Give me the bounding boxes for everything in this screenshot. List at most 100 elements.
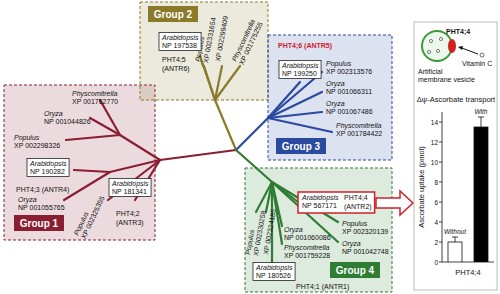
y-tick-label: 12	[431, 139, 439, 146]
group-region	[140, 2, 268, 100]
gene: (ANTR3)	[116, 219, 144, 227]
y-tick-label: 14	[431, 119, 439, 126]
arrow-head	[458, 46, 463, 50]
leaf: ArabidopsisNP 181341PHT4;2(ANTR3)	[109, 179, 151, 228]
branch	[256, 182, 272, 212]
leaf-text: XP 002324185	[262, 208, 277, 255]
leaf: OryzaNP 001067486	[326, 100, 373, 115]
group-region	[245, 168, 392, 292]
y-tick	[439, 122, 442, 123]
bars	[448, 117, 488, 262]
leaf-text: OryzaNP 001044826	[44, 110, 91, 125]
leaf-text: PhyscomitrellaXP 001784422	[336, 122, 382, 137]
y-tick	[439, 142, 442, 143]
y-tick	[439, 182, 442, 183]
accession: NP 197538	[162, 42, 197, 49]
leaf-box	[159, 33, 201, 51]
group-label-box	[148, 6, 198, 22]
chart-title: Δψ-Ascorbate transport	[417, 95, 496, 104]
leaf: PhyscomitrellaXP 001775255	[231, 18, 264, 66]
accession: XP 001759228	[284, 252, 330, 259]
branch	[90, 118, 120, 135]
branch	[272, 182, 338, 222]
species: Oryza	[326, 80, 345, 88]
leaf: ArabidopsisNP 199250PHT4;6 (ANTR5)	[278, 42, 332, 79]
species: Populus	[342, 220, 368, 228]
leaf-text: PhyscomitrellaXP 001762770	[72, 90, 118, 105]
leaf-text: PopulusXP 002298326	[14, 134, 60, 149]
species: Arabidopsis	[301, 194, 339, 202]
leaf: PhyscomitrellaXP 001759228	[284, 244, 330, 259]
leaf-text: ArabidopsisNP 180526	[255, 264, 293, 279]
species: Arabidopsis	[255, 264, 293, 272]
leaf-labels: Group 1PhyscomitrellaXP 001762770OryzaNP…	[14, 6, 389, 291]
leaf: OryzaNP 001044826	[44, 110, 91, 125]
y-axis-label: Ascorbate uptake (pmol)	[417, 146, 426, 228]
arrow	[376, 191, 413, 215]
label: Vitamin C	[462, 60, 492, 67]
molecule	[436, 49, 439, 52]
leaf: OryzaNP 001055765	[18, 196, 65, 211]
category-label: With	[475, 108, 488, 115]
branch	[66, 135, 120, 140]
species: Oryza	[284, 226, 303, 234]
leaf-text: OryzaNP 001067486	[326, 100, 373, 115]
branch	[268, 112, 322, 118]
leaf-box	[279, 61, 321, 79]
accession: XP 002325355	[80, 195, 106, 240]
y-tick	[439, 222, 442, 223]
leaf-text: PhyscomitrellaXP 001775255	[231, 18, 264, 66]
gene: PHT4;3 (ANTR4)	[16, 186, 69, 194]
leaf-box	[27, 159, 69, 177]
group-label: Group 4	[336, 265, 375, 276]
leaf-text: OryzaNP 001055765	[18, 196, 65, 211]
leaf-text: OryzaNP 001060086	[284, 226, 331, 241]
accession: NP 001042748	[342, 248, 389, 255]
branch	[74, 170, 110, 172]
leaf-text: PhyscomitrellaXP 001759228	[284, 244, 330, 259]
x-axis-label: PHT4;4	[455, 268, 480, 277]
leaf: XP 002324185	[262, 208, 277, 255]
group-label: Group 2	[154, 9, 193, 20]
leaf: ArabidopsisNP 197538PHT4;5(ANTR6)	[159, 33, 201, 74]
branch	[204, 66, 215, 100]
y-tick-label: 2	[434, 239, 438, 246]
arrow	[459, 47, 478, 54]
leaf: PopulusXP 002320139	[342, 220, 388, 235]
species: Physcomitrella	[72, 90, 118, 98]
error-bar	[478, 117, 484, 127]
leaf-text: ArabidopsisNP 181341	[111, 180, 149, 195]
branch	[120, 135, 160, 160]
accession: NP 001067486	[326, 108, 373, 115]
molecule	[429, 39, 432, 42]
leaf: PopulusXP 002325355	[73, 192, 106, 240]
species: Arabidopsis	[161, 34, 199, 42]
branch	[268, 118, 332, 132]
branch	[236, 150, 272, 182]
group-label-box	[330, 262, 380, 278]
accession: NP 001055765	[18, 204, 65, 211]
leaf: OryzaNP 001060086	[284, 226, 331, 241]
accession: XP 002320139	[342, 228, 388, 235]
leaf: OryzaNP 001066311	[326, 80, 372, 95]
group-region	[268, 35, 392, 160]
group-label: Group 3	[282, 141, 321, 152]
leaf-text: OryzaNP 001042748	[342, 240, 389, 255]
accession: NP 001060086	[284, 234, 331, 241]
leaf-text: PopulusXP 002313576	[326, 60, 372, 75]
accession: XP 001775255	[238, 21, 264, 66]
vesicle	[422, 31, 452, 61]
leaf: ArabidopsisNP 190282PHT4;3 (ANTR4)	[16, 159, 69, 195]
leaf-text: ArabidopsisNP 567171	[301, 194, 339, 209]
gene: (ANTR6)	[162, 65, 190, 73]
species: Arabidopsis	[29, 160, 67, 168]
species: Physcomitrella	[336, 122, 382, 130]
accession: XP 002298326	[14, 142, 60, 149]
gene: PHT4;4	[344, 194, 368, 201]
species: Oryza	[342, 240, 361, 248]
accession: NP 180526	[256, 272, 291, 279]
y-tick	[439, 262, 442, 263]
branch	[160, 150, 236, 160]
molecule	[439, 37, 442, 40]
leaf-box	[109, 179, 151, 197]
